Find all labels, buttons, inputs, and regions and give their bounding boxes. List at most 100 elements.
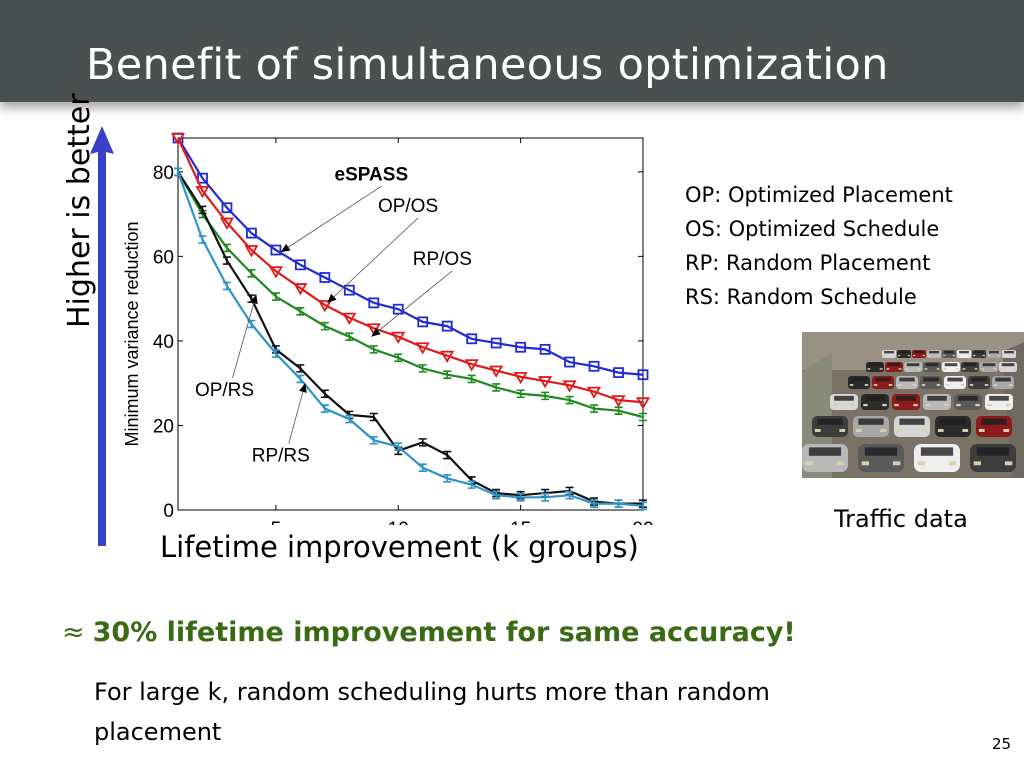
car-light: [1012, 368, 1016, 370]
car-window: [808, 447, 842, 456]
car-window: [899, 350, 909, 354]
car-window: [940, 418, 966, 425]
car-light: [997, 354, 1000, 357]
data-point: [516, 493, 525, 502]
data-point: [443, 370, 452, 380]
car-window: [1004, 350, 1014, 354]
car-light: [839, 429, 846, 432]
car-window: [958, 395, 978, 401]
data-point: [466, 333, 478, 345]
car-light: [894, 403, 899, 407]
car-window: [995, 377, 1011, 382]
x-tick-label: 15: [510, 519, 531, 525]
data-point: [441, 320, 453, 332]
title-bar: Benefit of simultaneous optimization: [0, 0, 1024, 102]
car-window: [927, 395, 947, 401]
car-light: [1012, 354, 1015, 357]
data-point: [270, 244, 282, 256]
car-window: [817, 418, 843, 425]
car-light: [936, 368, 940, 370]
car-light: [984, 384, 989, 386]
car-light: [973, 461, 982, 466]
photo-caption: Traffic data: [834, 505, 968, 533]
data-point: [345, 414, 354, 424]
data-point: [247, 268, 256, 278]
car-window: [976, 447, 1010, 456]
annotation-leader: [280, 185, 382, 253]
car-light: [913, 354, 916, 357]
data-point: [515, 341, 527, 353]
annotation-arrowhead: [327, 293, 337, 303]
data-point: [443, 473, 452, 483]
side-label: Higher is better: [62, 93, 97, 328]
y-tick-label: 40: [153, 332, 174, 353]
car-light: [886, 368, 890, 370]
car-window: [971, 377, 987, 382]
car-light: [864, 384, 869, 386]
car-light: [855, 429, 862, 432]
car-light: [851, 403, 856, 407]
data-point: [394, 353, 403, 363]
data-point: [590, 404, 599, 413]
traffic-photo: [802, 332, 1024, 478]
car-light: [917, 368, 921, 370]
car-light: [960, 384, 965, 386]
car-light: [937, 429, 944, 432]
car-light: [898, 354, 901, 357]
car-light: [897, 384, 902, 386]
x-tick-label: 20: [632, 519, 653, 525]
car-light: [955, 368, 959, 370]
data-point: [492, 383, 501, 392]
car-light: [924, 368, 928, 370]
up-arrow-icon: [90, 126, 114, 546]
y-tick-label: 80: [153, 163, 174, 184]
annotation-label: OP/RS: [195, 380, 254, 401]
data-point: [565, 395, 574, 405]
car-light: [879, 368, 883, 370]
data-point: [565, 490, 574, 500]
car-light: [928, 354, 931, 357]
data-point: [467, 480, 476, 489]
data-point: [317, 300, 332, 313]
annotation-leader: [371, 270, 453, 337]
data-point: [342, 312, 357, 325]
data-point: [611, 395, 626, 408]
data-point: [562, 380, 577, 393]
data-point: [467, 374, 476, 384]
car-window: [864, 447, 898, 456]
data-point: [489, 365, 504, 378]
data-point: [418, 438, 427, 447]
data-point: [464, 359, 479, 372]
car-window: [868, 363, 882, 367]
car-window: [923, 377, 939, 382]
car-light: [944, 403, 949, 407]
car-light: [867, 368, 871, 370]
car-light: [896, 429, 903, 432]
car-window: [858, 418, 884, 425]
car-window: [851, 377, 867, 382]
data-point: [590, 499, 599, 508]
data-point: [293, 283, 308, 296]
data-point: [513, 371, 528, 385]
data-point: [246, 227, 257, 239]
legend-definition: RP: Random Placement: [685, 251, 931, 275]
car-light: [943, 368, 947, 370]
legend-definition: OS: Optimized Schedule: [685, 217, 940, 241]
data-point: [490, 337, 502, 349]
car-light: [892, 354, 895, 357]
car-light: [882, 403, 887, 407]
car-window: [875, 377, 891, 382]
claim: ≈30% lifetime improvement for same accur…: [62, 617, 796, 648]
car-window: [865, 395, 885, 401]
data-point: [320, 389, 329, 399]
data-point: [222, 281, 231, 291]
car-light: [814, 429, 821, 432]
y-axis-label: Minimum variance reduction: [122, 221, 142, 446]
data-point: [320, 404, 329, 413]
car-light: [1008, 384, 1013, 386]
data-point: [613, 367, 624, 379]
data-point: [635, 397, 651, 410]
data-point: [415, 342, 430, 355]
x-tick-label: 10: [388, 519, 409, 525]
data-point: [222, 256, 231, 265]
